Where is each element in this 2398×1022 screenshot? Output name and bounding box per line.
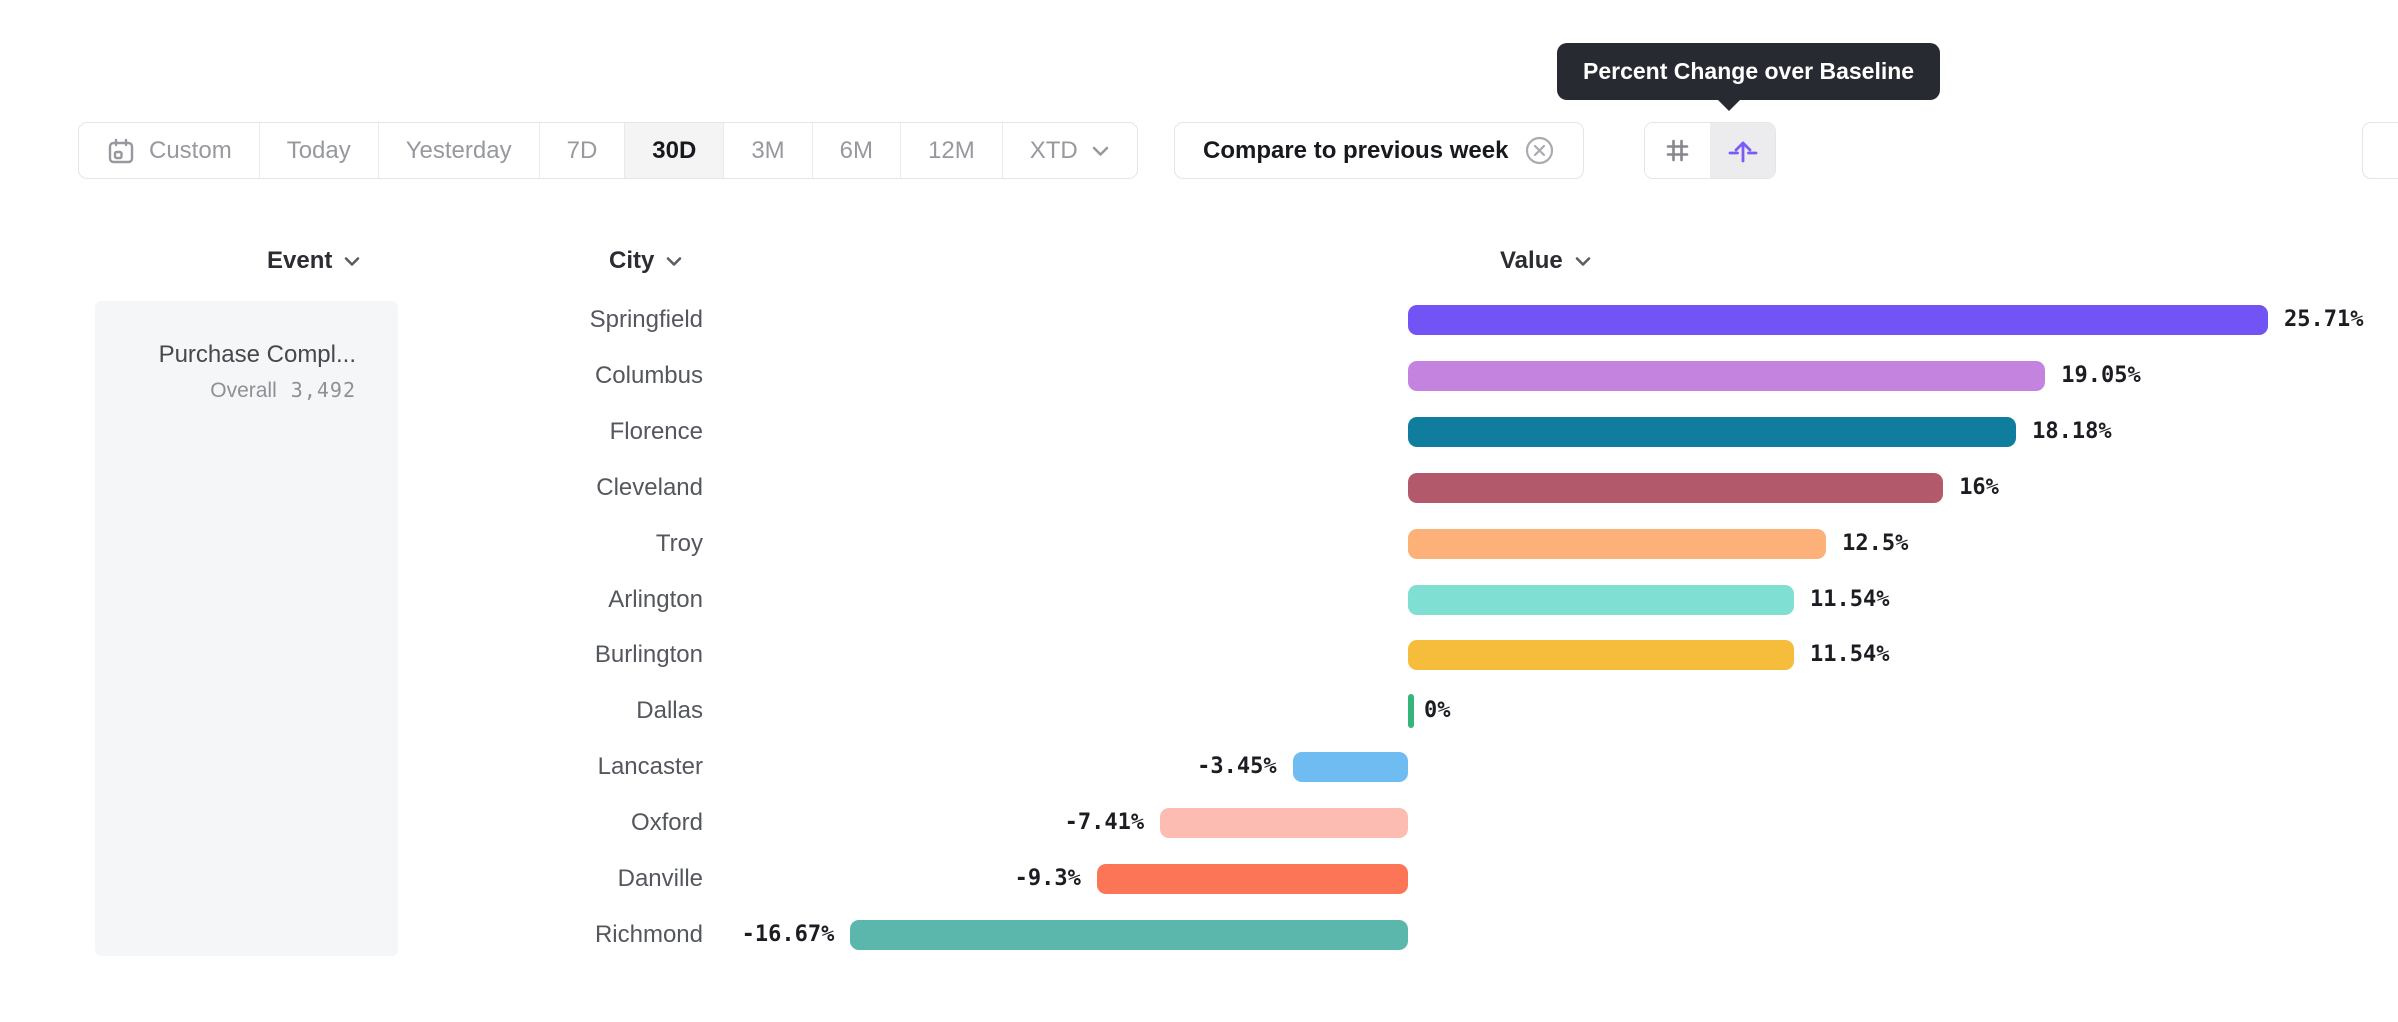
date-range-label: 12M bbox=[928, 136, 975, 164]
column-header-value[interactable]: Value bbox=[1500, 247, 1592, 275]
city-label-columbus: Columbus bbox=[594, 361, 703, 389]
event-name: Purchase Compl... bbox=[158, 341, 356, 368]
bar-danville[interactable] bbox=[1096, 864, 1408, 894]
bar-dallas[interactable] bbox=[1408, 694, 1414, 729]
bar-springfield[interactable] bbox=[1408, 305, 2268, 335]
date-range-label: 3M bbox=[751, 136, 785, 164]
date-range-custom[interactable]: Custom bbox=[79, 123, 260, 178]
value-label-lancaster: -3.45% bbox=[1197, 754, 1277, 780]
date-range-label: Yesterday bbox=[405, 136, 512, 164]
event-overall: Overall 3,492 bbox=[95, 378, 356, 403]
tooltip: Percent Change over Baseline bbox=[1557, 43, 1941, 111]
date-range-label: 30D bbox=[652, 136, 697, 164]
city-label-cleveland: Cleveland bbox=[596, 473, 703, 501]
value-label-arlington: 11.54% bbox=[1810, 586, 1890, 612]
compare-label: Compare to previous week bbox=[1203, 136, 1509, 164]
chevron-down-icon bbox=[665, 255, 683, 268]
date-range-6m[interactable]: 6M bbox=[813, 123, 901, 178]
date-range-label: Custom bbox=[149, 136, 232, 164]
value-label-burlington: 11.54% bbox=[1810, 642, 1890, 668]
value-label-florence: 18.18% bbox=[2032, 418, 2112, 444]
column-header-label: Event bbox=[267, 247, 333, 274]
city-label-burlington: Burlington bbox=[594, 641, 703, 669]
value-label-danville: -9.3% bbox=[1014, 866, 1081, 891]
date-range-12m[interactable]: 12M bbox=[901, 123, 1003, 178]
column-header-event[interactable]: Event bbox=[267, 247, 361, 275]
overall-label: Overall bbox=[210, 379, 277, 402]
value-label-springfield: 25.71% bbox=[2283, 307, 2364, 332]
bar-troy[interactable] bbox=[1408, 528, 1827, 559]
city-label-florence: Florence bbox=[609, 417, 703, 445]
bar-burlington[interactable] bbox=[1408, 640, 1794, 671]
event-panel[interactable]: Purchase Compl... Overall 3,492 bbox=[95, 301, 398, 956]
hash-grid-icon bbox=[1662, 135, 1693, 166]
city-label-dallas: Dallas bbox=[636, 697, 703, 725]
chevron-down-icon bbox=[1091, 144, 1110, 158]
city-label-oxford: Oxford bbox=[630, 809, 703, 837]
city-label-springfield: Springfield bbox=[589, 306, 703, 333]
bar-richmond[interactable] bbox=[850, 919, 1408, 950]
value-label-oxford: -7.41% bbox=[1064, 810, 1145, 836]
date-range-30d[interactable]: 30D bbox=[625, 123, 725, 178]
calendar-icon bbox=[106, 136, 136, 166]
city-label-arlington: Arlington bbox=[608, 585, 703, 613]
chevron-down-icon bbox=[1574, 255, 1592, 268]
date-range-label: Today bbox=[286, 136, 351, 164]
value-label-cleveland: 16% bbox=[1959, 474, 1999, 500]
value-label-dallas: 0% bbox=[1424, 698, 1451, 724]
bar-columbus[interactable] bbox=[1408, 360, 2046, 391]
bar-florence[interactable] bbox=[1408, 416, 2017, 447]
partial-pill-right[interactable] bbox=[2362, 122, 2398, 179]
overall-value: 3,492 bbox=[290, 378, 356, 402]
value-label-richmond: -16.67% bbox=[741, 921, 835, 947]
date-range-xtd[interactable]: XTD bbox=[1003, 123, 1137, 178]
grid-values-button[interactable] bbox=[1645, 123, 1710, 178]
compare-pill[interactable]: Compare to previous week bbox=[1174, 122, 1585, 179]
chevron-down-icon bbox=[343, 255, 361, 268]
city-label-richmond: Richmond bbox=[594, 920, 703, 948]
city-label-danville: Danville bbox=[617, 865, 703, 892]
column-header-label: Value bbox=[1500, 247, 1563, 274]
date-range-today[interactable]: Today bbox=[260, 123, 379, 178]
circle-x-icon[interactable] bbox=[1524, 135, 1555, 166]
bar-lancaster[interactable] bbox=[1292, 752, 1408, 783]
date-range-control: Custom Today Yesterday 7D 30D 3M 6M 12M … bbox=[78, 122, 1138, 179]
date-range-label: 6M bbox=[839, 136, 873, 164]
date-range-yesterday[interactable]: Yesterday bbox=[379, 123, 540, 178]
baseline-arrow-icon bbox=[1726, 134, 1760, 168]
tooltip-arrow bbox=[1717, 99, 1741, 111]
date-range-7d[interactable]: 7D bbox=[540, 123, 626, 178]
column-header-label: City bbox=[609, 247, 655, 274]
bar-oxford[interactable] bbox=[1160, 808, 1408, 839]
bar-arlington[interactable] bbox=[1408, 584, 1794, 615]
view-toggle-group bbox=[1644, 122, 1776, 179]
value-label-columbus: 19.05% bbox=[2061, 362, 2141, 388]
date-range-3m[interactable]: 3M bbox=[724, 123, 813, 178]
city-label-troy: Troy bbox=[655, 529, 703, 557]
bar-cleveland[interactable] bbox=[1408, 472, 1944, 503]
baseline-change-button[interactable] bbox=[1710, 123, 1775, 178]
city-label-lancaster: Lancaster bbox=[597, 753, 703, 781]
value-label-troy: 12.5% bbox=[1842, 530, 1909, 556]
date-range-label: XTD bbox=[1029, 136, 1078, 164]
date-range-label: 7D bbox=[566, 136, 598, 164]
tooltip-text: Percent Change over Baseline bbox=[1583, 58, 1915, 84]
column-header-city[interactable]: City bbox=[609, 247, 683, 275]
